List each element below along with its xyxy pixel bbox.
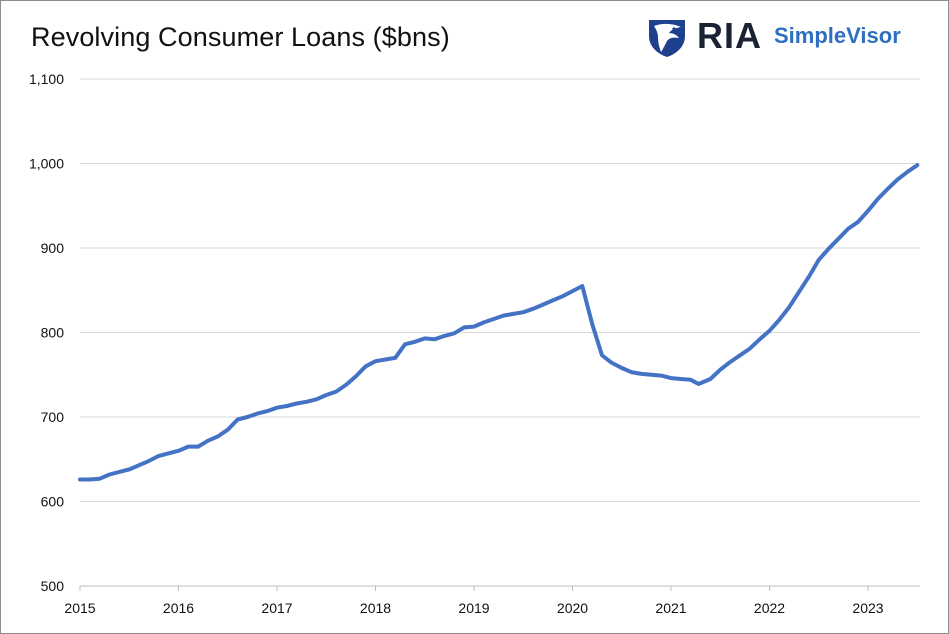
series-layer: [78, 163, 920, 482]
x-tick-label-2022: 2022: [754, 600, 785, 616]
x-tick-label-2021: 2021: [655, 600, 686, 616]
x-tick-label-2019: 2019: [458, 600, 489, 616]
series-line-0: [78, 163, 920, 482]
y-tick-label-800: 800: [41, 325, 65, 341]
x-tick-label-2018: 2018: [360, 600, 391, 616]
brand-product: SimpleVisor: [774, 23, 901, 48]
gridlines: [80, 78, 920, 502]
brand-logo: RIA SimpleVisor: [645, 14, 901, 58]
chart-title: Revolving Consumer Loans ($bns): [31, 22, 450, 52]
y-tick-label-900: 900: [41, 240, 65, 256]
x-tick-label-2015: 2015: [64, 600, 95, 616]
y-tick-label-1100: 1,100: [29, 71, 64, 87]
brand-name: RIA: [697, 15, 762, 56]
x-tick-label-2017: 2017: [261, 600, 292, 616]
y-tick-label-600: 600: [41, 494, 65, 510]
y-axis: 500 600 700 800 900 1,000 1,100: [29, 71, 64, 594]
x-tick-label-2016: 2016: [163, 600, 194, 616]
y-tick-label-700: 700: [41, 409, 65, 425]
y-tick-label-500: 500: [41, 578, 65, 594]
x-tick-label-2023: 2023: [852, 600, 883, 616]
eagle-shield-icon: [649, 20, 685, 57]
x-tick-label-2020: 2020: [557, 600, 588, 616]
y-tick-label-1000: 1,000: [29, 156, 64, 172]
x-axis: 2015 2016 2017 2018 2019 2020 2021 2022 2023: [64, 585, 920, 616]
